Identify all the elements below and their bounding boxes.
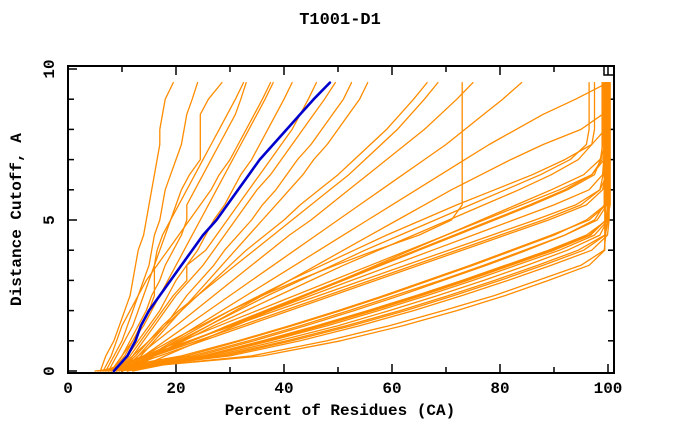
model-curve [105,81,199,372]
model-curve [107,81,223,372]
model-curve [121,81,463,372]
model-curve [126,81,609,372]
x-tick-label: 20 [166,380,185,398]
model-curve [118,81,439,372]
y-tick-label: 10 [41,59,59,78]
x-tick-label: 0 [63,380,73,398]
corner-key-box [603,65,615,76]
model-curve [121,81,474,372]
y-tick-label: 0 [41,366,59,376]
model-curve [110,81,606,372]
x-tick-label: 80 [490,380,509,398]
model-curve [121,81,590,372]
model-curve [132,81,608,372]
y-tick-label: 5 [41,215,59,225]
model-curve [102,81,272,372]
plot-title: T1001-D1 [299,11,381,30]
model-curve [99,81,174,372]
model-curve [115,81,428,372]
model-curve [110,81,274,372]
model-curve [115,81,609,372]
x-tick-label: 100 [594,380,623,398]
x-tick-label: 40 [274,380,293,398]
model-curve [115,81,318,372]
model-curve [113,81,610,372]
model-curve [126,81,596,372]
model-curve [126,81,609,372]
model-curve [118,81,609,372]
model-curve [113,81,604,372]
model-curve [126,81,369,372]
model-curve [99,81,611,372]
model-curve [115,81,609,372]
x-axis-label: Percent of Residues (CA) [224,402,456,420]
plot-box [67,65,615,374]
x-tick-label: 60 [382,380,401,398]
highlighted-model-curve [112,81,332,373]
model-curve [121,81,336,372]
